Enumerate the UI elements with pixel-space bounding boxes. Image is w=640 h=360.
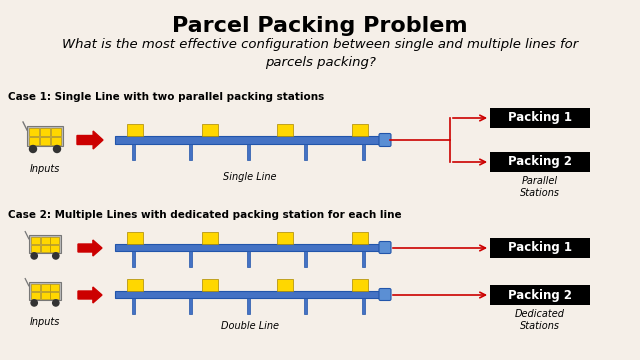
Text: Packing 2: Packing 2 [508, 288, 572, 302]
Bar [115, 291, 385, 298]
Bar [51, 137, 61, 145]
Bar [40, 292, 49, 299]
Bar [31, 237, 40, 244]
Bar [490, 238, 590, 258]
Bar [202, 232, 218, 244]
Bar [51, 128, 61, 136]
Bar [277, 279, 293, 291]
Bar [127, 279, 143, 291]
Bar [51, 284, 60, 291]
Bar [31, 292, 40, 299]
Text: Double Line: Double Line [221, 321, 279, 331]
Bar [304, 251, 307, 267]
Bar [304, 144, 307, 160]
Bar [40, 245, 49, 252]
Bar [277, 232, 293, 244]
Bar [51, 245, 60, 252]
FancyBboxPatch shape [379, 242, 391, 253]
Circle shape [31, 253, 37, 259]
Bar [127, 124, 143, 136]
FancyArrow shape [78, 287, 102, 303]
FancyArrow shape [78, 240, 102, 256]
Bar [131, 298, 134, 314]
Bar [31, 245, 40, 252]
Bar [277, 124, 293, 136]
Bar [352, 279, 368, 291]
Text: Parallel
Stations: Parallel Stations [520, 176, 560, 198]
Bar [202, 124, 218, 136]
Circle shape [29, 145, 36, 153]
Text: Parcel Packing Problem: Parcel Packing Problem [172, 16, 468, 36]
Bar [352, 124, 368, 136]
Bar [202, 279, 218, 291]
Bar [131, 251, 134, 267]
Bar [189, 144, 192, 160]
Bar [27, 126, 63, 146]
Circle shape [31, 300, 37, 306]
Bar [29, 235, 61, 253]
Bar [304, 298, 307, 314]
Circle shape [54, 145, 61, 153]
Bar [189, 298, 192, 314]
Bar [246, 251, 250, 267]
Bar [352, 232, 368, 244]
Bar [40, 128, 50, 136]
Bar [127, 232, 143, 244]
Bar [362, 144, 365, 160]
Bar [490, 285, 590, 305]
FancyBboxPatch shape [379, 134, 391, 147]
Text: Packing 2: Packing 2 [508, 156, 572, 168]
Text: Inputs: Inputs [30, 164, 60, 174]
Text: What is the most effective configuration between single and multiple lines for
p: What is the most effective configuration… [62, 38, 578, 69]
Bar [29, 282, 61, 300]
Text: Case 2: Multiple Lines with dedicated packing station for each line: Case 2: Multiple Lines with dedicated pa… [8, 210, 402, 220]
Bar [51, 292, 60, 299]
Text: Single Line: Single Line [223, 172, 276, 182]
Text: Dedicated
Stations: Dedicated Stations [515, 309, 565, 330]
Circle shape [52, 253, 59, 259]
Bar [115, 244, 385, 251]
Text: Packing 1: Packing 1 [508, 112, 572, 125]
Bar [40, 137, 50, 145]
Text: Packing 1: Packing 1 [508, 242, 572, 255]
Bar [490, 108, 590, 128]
Bar [29, 128, 39, 136]
Bar [51, 237, 60, 244]
Bar [40, 237, 49, 244]
Text: Case 1: Single Line with two parallel packing stations: Case 1: Single Line with two parallel pa… [8, 92, 324, 102]
Circle shape [52, 300, 59, 306]
Bar [246, 144, 250, 160]
Bar [362, 251, 365, 267]
FancyArrow shape [77, 131, 103, 149]
Bar [362, 298, 365, 314]
Bar [31, 284, 40, 291]
Bar [189, 251, 192, 267]
Bar [29, 137, 39, 145]
Text: Inputs: Inputs [30, 317, 60, 327]
Bar [40, 284, 49, 291]
Bar [490, 152, 590, 172]
Bar [131, 144, 134, 160]
Bar [246, 298, 250, 314]
Bar [115, 136, 385, 144]
FancyBboxPatch shape [379, 288, 391, 301]
